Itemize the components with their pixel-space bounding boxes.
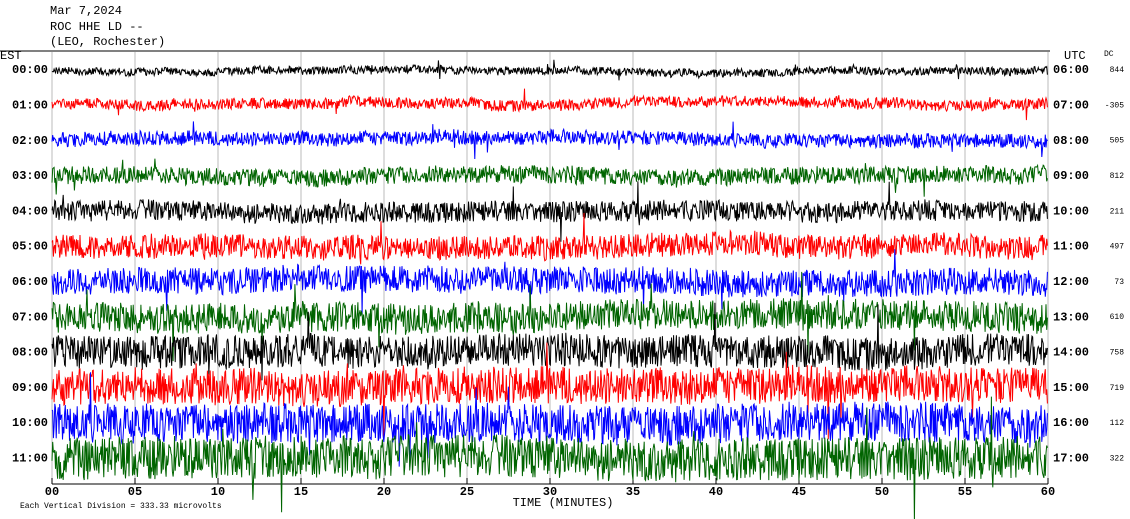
est-label: 03:00 [12,169,48,183]
title-line: Mar 7,2024 [50,4,122,18]
x-tick-label: 50 [875,485,889,499]
trace [51,271,1048,362]
x-tick-label: 10 [211,485,225,499]
trace [51,212,1048,265]
dc-label: 211 [1110,207,1125,216]
dc-label: 610 [1110,313,1125,322]
trace [51,181,1048,242]
est-label: 01:00 [12,98,48,112]
trace [51,372,1048,467]
utc-label: 10:00 [1053,204,1089,218]
x-tick-label: 55 [958,485,972,499]
dc-label: 505 [1110,137,1125,146]
dc-title: DC [1104,50,1114,59]
x-tick-label: 30 [543,485,557,499]
x-axis-title: TIME (MINUTES) [513,496,614,510]
est-label: 00:00 [12,63,48,77]
est-label: 10:00 [12,416,48,430]
x-tick-label: 25 [460,485,474,499]
footnote: Each Vertical Division = 333.33 microvol… [20,502,222,511]
trace [51,88,1048,121]
dc-label: 844 [1110,66,1125,75]
dc-label: 758 [1110,349,1125,358]
dc-label: 812 [1110,172,1125,181]
x-tick-label: 20 [377,485,391,499]
utc-label: 07:00 [1053,98,1089,112]
x-tick-label: 45 [792,485,806,499]
utc-label: 15:00 [1053,381,1089,395]
dc-label: 112 [1110,419,1125,428]
utc-label: 08:00 [1053,134,1089,148]
trace [51,59,1048,81]
est-label: 04:00 [12,204,48,218]
title-line: ROC HHE LD -- [50,20,144,34]
trace [51,249,1048,315]
utc-label: 12:00 [1053,275,1089,289]
trace [51,121,1048,160]
x-tick-label: 60 [1041,485,1055,499]
dc-label: -305 [1105,101,1124,110]
trace [51,396,1048,519]
dc-label: 497 [1110,243,1125,252]
utc-label: 09:00 [1053,169,1089,183]
utc-label: 13:00 [1053,310,1089,324]
dc-label: 719 [1110,384,1125,393]
dc-label: 73 [1114,278,1124,287]
dc-label: 322 [1110,454,1125,463]
est-label: 08:00 [12,346,48,360]
trace [51,342,1048,440]
est-label: 09:00 [12,381,48,395]
trace [51,158,1048,197]
x-tick-label: 00 [45,485,59,499]
utc-label: 11:00 [1053,240,1089,254]
x-tick-label: 35 [626,485,640,499]
right-axis-title: UTC [1064,49,1086,63]
est-label: 11:00 [12,451,48,465]
est-label: 02:00 [12,134,48,148]
x-tick-label: 05 [128,485,142,499]
left-axis-title: EST [0,49,22,63]
est-label: 06:00 [12,275,48,289]
utc-label: 17:00 [1053,451,1089,465]
x-tick-label: 15 [294,485,308,499]
est-label: 07:00 [12,310,48,324]
trace [51,302,1048,381]
utc-label: 06:00 [1053,63,1089,77]
est-label: 05:00 [12,240,48,254]
utc-label: 14:00 [1053,346,1089,360]
utc-label: 16:00 [1053,416,1089,430]
title-line: (LEO, Rochester) [50,35,165,49]
x-tick-label: 40 [709,485,723,499]
